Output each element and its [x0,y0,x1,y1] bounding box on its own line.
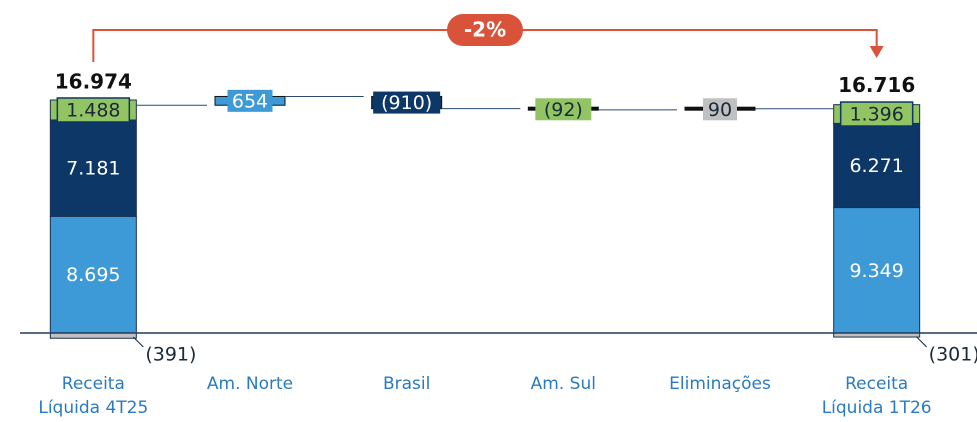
label-box [703,98,737,121]
label-box [839,101,914,127]
data-label: (301) [929,344,977,366]
x-tick-label: Brasil [382,374,431,394]
data-label: (92) [544,99,583,121]
total-label: 16.716 [838,73,915,97]
label-box [56,97,131,123]
x-tick-label: Am. Sul [530,374,596,394]
arrow-head [869,46,884,58]
leader [916,336,928,348]
total-label: 16.974 [55,70,132,94]
data-label: (910) [381,92,432,114]
data-label: 1.488 [66,99,120,121]
data-label: 9.349 [849,260,903,282]
data-label: 654 [232,90,268,112]
change-pill [447,14,523,46]
x-tick-label: Receita Líquida 4T25 [38,374,149,418]
x-tick-label: Receita Líquida 1T26 [821,374,932,418]
bar-segment [49,332,137,339]
change-label: -2% [464,18,506,42]
data-label: 8.695 [66,264,120,286]
x-tick-label: Am. Norte [206,374,294,394]
label-box [535,98,592,121]
data-label: 1.396 [849,104,903,126]
bar-segment [49,119,137,217]
x-tick-label: Eliminações [669,374,771,394]
label-box [227,89,273,112]
bar-segment [833,207,921,334]
data-label: 6.271 [849,155,903,177]
bar-segment [49,215,137,334]
data-label: 90 [708,99,732,121]
data-label: (391) [145,344,196,366]
data-label: 7.181 [66,158,120,180]
label-box [373,91,441,114]
leader [132,336,144,348]
